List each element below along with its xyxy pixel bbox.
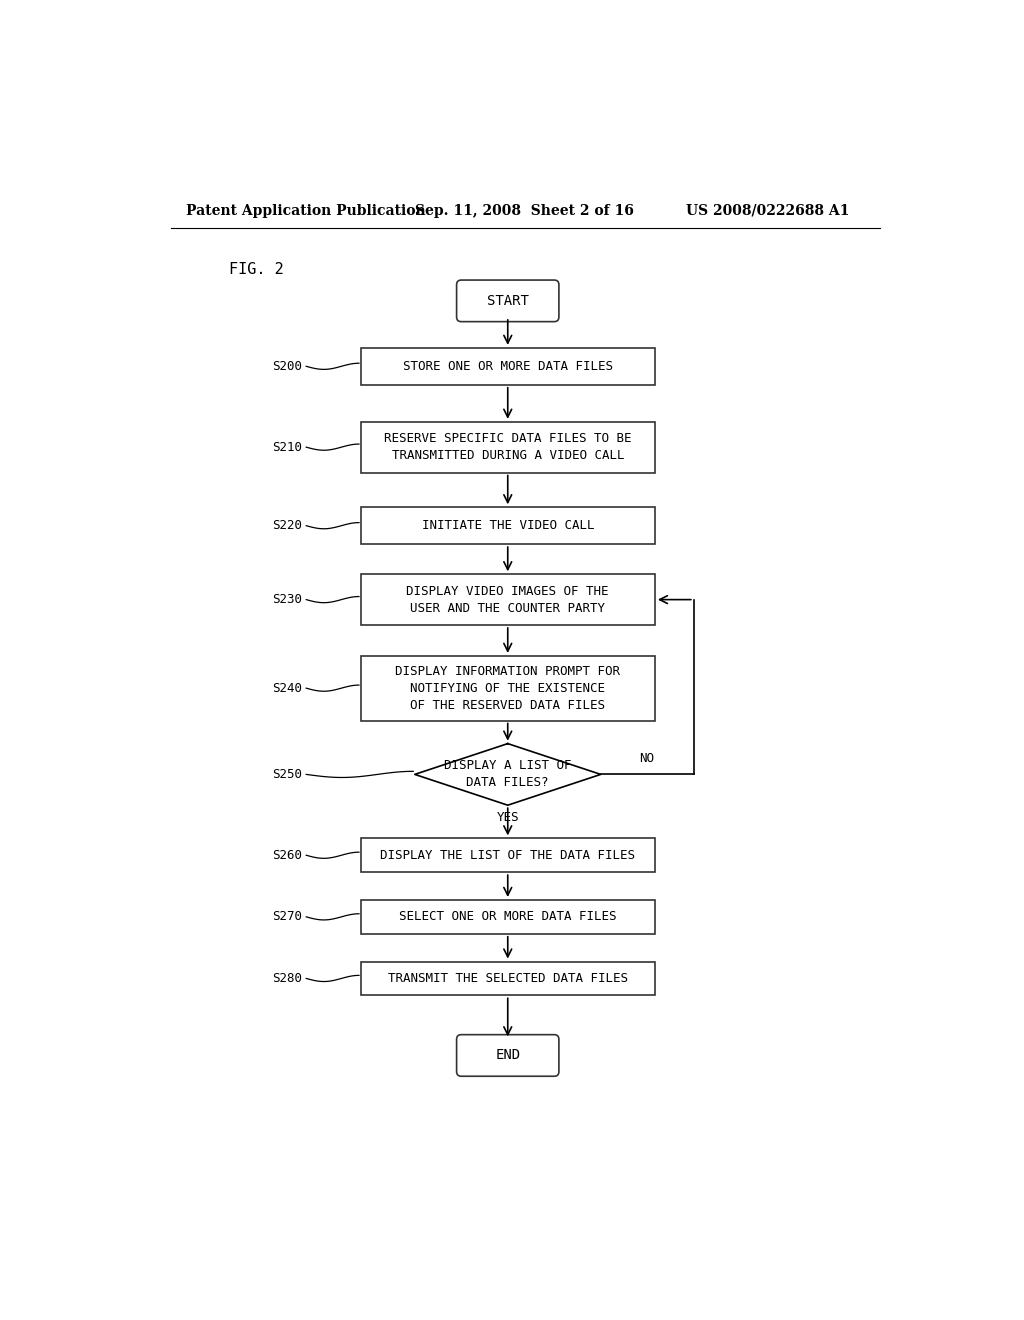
Text: YES: YES: [497, 812, 519, 825]
FancyBboxPatch shape: [457, 1035, 559, 1076]
Text: START: START: [486, 294, 528, 308]
Text: S220: S220: [272, 519, 302, 532]
Bar: [360, 348, 655, 385]
Bar: [360, 656, 655, 721]
Bar: [360, 900, 655, 933]
Text: Sep. 11, 2008  Sheet 2 of 16: Sep. 11, 2008 Sheet 2 of 16: [415, 203, 634, 218]
Text: SELECT ONE OR MORE DATA FILES: SELECT ONE OR MORE DATA FILES: [399, 911, 616, 924]
Text: INITIATE THE VIDEO CALL: INITIATE THE VIDEO CALL: [422, 519, 594, 532]
Text: US 2008/0222688 A1: US 2008/0222688 A1: [686, 203, 849, 218]
Text: DISPLAY INFORMATION PROMPT FOR
NOTIFYING OF THE EXISTENCE
OF THE RESERVED DATA F: DISPLAY INFORMATION PROMPT FOR NOTIFYING…: [395, 665, 621, 711]
Text: STORE ONE OR MORE DATA FILES: STORE ONE OR MORE DATA FILES: [402, 360, 612, 372]
Text: S210: S210: [272, 441, 302, 454]
Bar: [360, 574, 655, 626]
Bar: [360, 961, 655, 995]
Text: FIG. 2: FIG. 2: [228, 263, 284, 277]
Text: TRANSMIT THE SELECTED DATA FILES: TRANSMIT THE SELECTED DATA FILES: [388, 972, 628, 985]
Text: S240: S240: [272, 681, 302, 694]
Text: S200: S200: [272, 360, 302, 372]
Text: S250: S250: [272, 768, 302, 781]
Text: DISPLAY VIDEO IMAGES OF THE
USER AND THE COUNTER PARTY: DISPLAY VIDEO IMAGES OF THE USER AND THE…: [407, 585, 609, 615]
Text: S270: S270: [272, 911, 302, 924]
Text: NO: NO: [640, 752, 654, 766]
Bar: [360, 838, 655, 873]
Text: RESERVE SPECIFIC DATA FILES TO BE
TRANSMITTED DURING A VIDEO CALL: RESERVE SPECIFIC DATA FILES TO BE TRANSM…: [384, 432, 632, 462]
Bar: [360, 422, 655, 473]
Text: S260: S260: [272, 849, 302, 862]
Text: S230: S230: [272, 593, 302, 606]
Text: S280: S280: [272, 972, 302, 985]
Text: Patent Application Publication: Patent Application Publication: [186, 203, 426, 218]
FancyBboxPatch shape: [457, 280, 559, 322]
Text: DISPLAY A LIST OF
DATA FILES?: DISPLAY A LIST OF DATA FILES?: [444, 759, 571, 789]
Text: DISPLAY THE LIST OF THE DATA FILES: DISPLAY THE LIST OF THE DATA FILES: [380, 849, 635, 862]
Text: END: END: [496, 1048, 520, 1063]
Bar: [360, 507, 655, 544]
